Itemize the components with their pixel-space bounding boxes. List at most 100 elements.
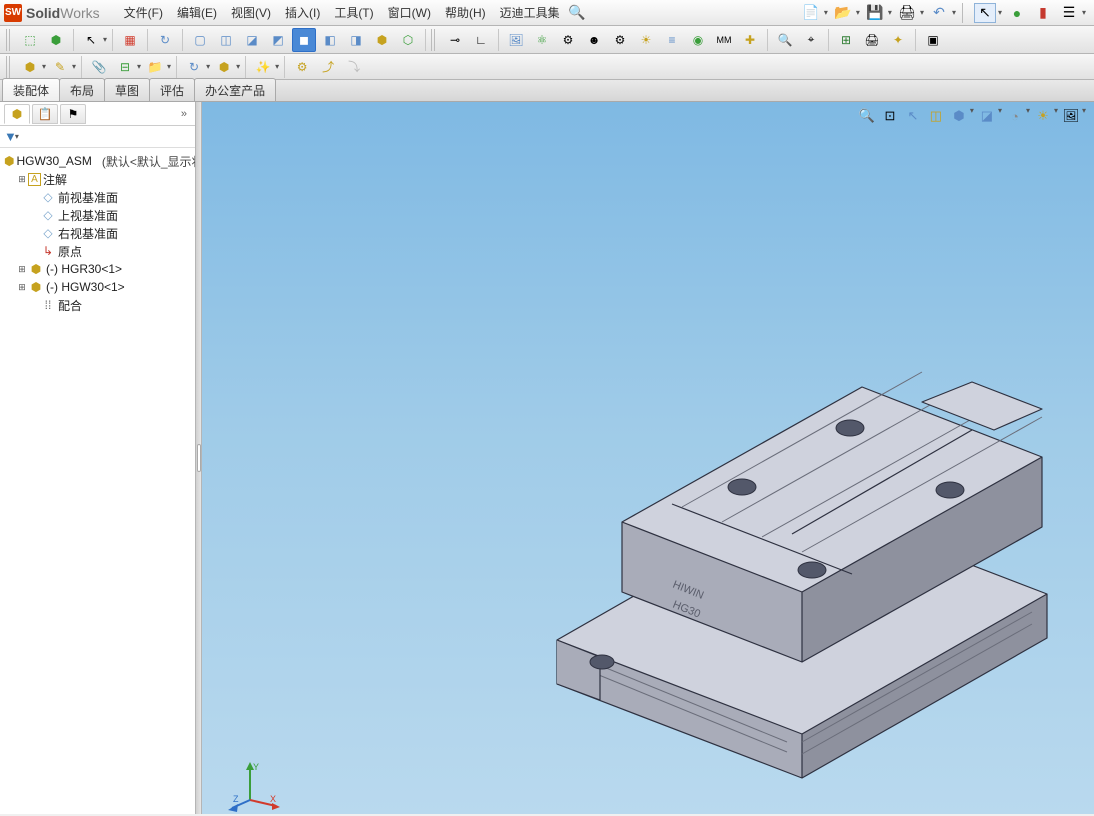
select-icon[interactable]: ↖: [974, 3, 996, 23]
menu-file[interactable]: 文件(F): [118, 1, 169, 24]
tree-right-plane[interactable]: ◇ 右视基准面: [2, 224, 193, 242]
title-bar: SW SolidWorks 文件(F) 编辑(E) 视图(V) 插入(I) 工具…: [0, 0, 1094, 26]
tb1-color-icon[interactable]: ⬡: [396, 28, 420, 52]
sidetab-config-icon[interactable]: ⚑: [60, 104, 86, 124]
tab-office[interactable]: 办公室产品: [194, 78, 276, 101]
svg-text:X: X: [270, 794, 276, 804]
menu-bar: 文件(F) 编辑(E) 视图(V) 插入(I) 工具(T) 窗口(W) 帮助(H…: [118, 1, 566, 24]
tb1-target-icon[interactable]: ⌖: [799, 28, 823, 52]
tb1-print2-icon[interactable]: 🖨: [860, 28, 884, 52]
tb1-mm-icon[interactable]: MM: [712, 28, 736, 52]
status-green-icon: ●: [1006, 3, 1028, 23]
tb1-star-icon[interactable]: ✦: [886, 28, 910, 52]
menu-maiditools[interactable]: 迈迪工具集: [494, 1, 566, 24]
tb1-stack-icon[interactable]: ≡: [660, 28, 684, 52]
tree-front-plane[interactable]: ◇ 前视基准面: [2, 188, 193, 206]
menu-view[interactable]: 视图(V): [225, 1, 277, 24]
orientation-triad[interactable]: Y X Z: [230, 760, 280, 810]
tb1-hidden-icon[interactable]: ◩: [266, 28, 290, 52]
grip2-icon[interactable]: [431, 29, 437, 51]
menu-tools[interactable]: 工具(T): [328, 1, 379, 24]
options-icon[interactable]: ☰: [1058, 3, 1080, 23]
tb1-zoom-icon[interactable]: 🔍: [773, 28, 797, 52]
separator-icon: [962, 3, 968, 23]
tab-evaluate[interactable]: 评估: [149, 78, 195, 101]
tb1-wireframe3-icon[interactable]: ◪: [240, 28, 264, 52]
tb1-wireframe1-icon[interactable]: ▢: [188, 28, 212, 52]
tree-top-plane[interactable]: ◇ 上视基准面: [2, 206, 193, 224]
feature-tree-panel: ⬢ 📋 ⚑ » ▼ ▾ ⬢ HGW30_ASM (默认<默认_显示状 ⊞A 注解…: [0, 102, 196, 814]
tb1-gears-icon[interactable]: ⚙: [556, 28, 580, 52]
tb1-orient-icon[interactable]: ⬚: [18, 28, 42, 52]
tb1-sun-icon[interactable]: ☀: [634, 28, 658, 52]
tab-sketch[interactable]: 草图: [104, 78, 150, 101]
tb1-plus-icon[interactable]: ✚: [738, 28, 762, 52]
tb1-rotate-icon[interactable]: ↻: [153, 28, 177, 52]
main-area: ⬢ 📋 ⚑ » ▼ ▾ ⬢ HGW30_ASM (默认<默认_显示状 ⊞A 注解…: [0, 102, 1094, 814]
tb1-section-icon[interactable]: ◨: [344, 28, 368, 52]
app-logo-icon: SW: [4, 4, 22, 22]
svg-text:Y: Y: [253, 762, 259, 772]
tb1-angle-icon[interactable]: ∟: [469, 28, 493, 52]
menu-help[interactable]: 帮助(H): [439, 1, 492, 24]
sidetab-featuretree-icon[interactable]: ⬢: [4, 104, 30, 124]
collapse-panel-icon[interactable]: »: [181, 108, 191, 120]
toolbar-2: ⬢▾ ✎▾ 📎 ⊟▾ 📁▾ ↻▾ ⬢▾ ✨▾ ⚙ ⤴ ⤵: [0, 54, 1094, 80]
open-icon[interactable]: 📂: [832, 3, 854, 23]
tb1-cursor-icon[interactable]: ↖: [79, 28, 103, 52]
tb2-clip-icon[interactable]: 📎: [87, 55, 111, 79]
tb1-graph-icon[interactable]: ⚛: [530, 28, 554, 52]
new-icon[interactable]: 📄: [800, 3, 822, 23]
title-quickaccess: 📄▾ 📂▾ 💾▾ 🖨▾ ↶▾ ↖▾ ● ▮ ☰▾: [800, 3, 1094, 23]
tb1-cube-icon[interactable]: ⬢: [44, 28, 68, 52]
tb1-picture-icon[interactable]: 🖼: [504, 28, 528, 52]
tb1-gear2-icon[interactable]: ⚙: [608, 28, 632, 52]
tb2-gear-icon[interactable]: ⚙: [290, 55, 314, 79]
tree-root[interactable]: ⬢ HGW30_ASM (默认<默认_显示状: [2, 152, 193, 170]
tree-mates[interactable]: ⁞⁞ 配合: [2, 296, 193, 314]
tb2-tree1-icon[interactable]: ⊟: [113, 55, 137, 79]
tab-layout[interactable]: 布局: [59, 78, 105, 101]
tree-filter-bar: ▼ ▾: [0, 126, 195, 148]
doc-tabs: 装配体 布局 草图 评估 办公室产品: [0, 80, 1094, 102]
viewport-3d[interactable]: 🔍 ⊡ ↖ ◫ ⬢▾ ◪▾ ◔▾ ☀▾ 🖼▾: [202, 102, 1094, 814]
tb2-edit-icon[interactable]: ✎: [48, 55, 72, 79]
tb1-faceicon[interactable]: ☻: [582, 28, 606, 52]
tb1-grid-icon[interactable]: ▦: [118, 28, 142, 52]
tb1-green-dot-icon[interactable]: ◉: [686, 28, 710, 52]
tb2-folder-icon[interactable]: 📁: [143, 55, 167, 79]
app-name: SolidWorks: [26, 5, 100, 21]
tb1-key-icon[interactable]: ⊸: [443, 28, 467, 52]
tb2-disabled-icon: ⤵: [342, 55, 366, 79]
tb1-shaded-icon[interactable]: ◼: [292, 28, 316, 52]
toolbar-1: ⬚ ⬢ ↖▾ ▦ ↻ ▢ ◫ ◪ ◩ ◼ ◧ ◨ ⬢ ⬡ ⊸ ∟ 🖼 ⚛ ⚙ ☻…: [0, 26, 1094, 54]
menu-insert[interactable]: 插入(I): [279, 1, 326, 24]
side-tab-strip: ⬢ 📋 ⚑ »: [0, 102, 195, 126]
tab-assembly[interactable]: 装配体: [2, 78, 60, 101]
grip3-icon[interactable]: [6, 56, 12, 78]
search-icon[interactable]: 🔍: [566, 3, 588, 23]
menu-window[interactable]: 窗口(W): [382, 1, 437, 24]
model-view: HIWIN HG30: [202, 102, 1094, 814]
sidetab-propmgr-icon[interactable]: 📋: [32, 104, 58, 124]
tb1-shadededge-icon[interactable]: ◧: [318, 28, 342, 52]
tb1-misc-icon[interactable]: ▣: [921, 28, 945, 52]
tb2-rotate-icon[interactable]: ↻: [182, 55, 206, 79]
tb2-mate-icon[interactable]: ⬢: [18, 55, 42, 79]
tb2-wand-icon[interactable]: ✨: [251, 55, 275, 79]
tree-annotations[interactable]: ⊞A 注解: [2, 170, 193, 188]
menu-edit[interactable]: 编辑(E): [171, 1, 223, 24]
tree-origin[interactable]: ↳ 原点: [2, 242, 193, 260]
feature-tree: ⬢ HGW30_ASM (默认<默认_显示状 ⊞A 注解 ◇ 前视基准面 ◇ 上…: [0, 148, 195, 814]
tb2-export-icon[interactable]: ⤴: [316, 55, 340, 79]
save-icon[interactable]: 💾: [864, 3, 886, 23]
tb2-assem-icon[interactable]: ⬢: [212, 55, 236, 79]
grip-icon[interactable]: [6, 29, 12, 51]
tb1-wireframe2-icon[interactable]: ◫: [214, 28, 238, 52]
tb1-part-icon[interactable]: ⬢: [370, 28, 394, 52]
print-icon[interactable]: 🖨: [896, 3, 918, 23]
tree-part-hgw30[interactable]: ⊞⬢ (-) HGW30<1>: [2, 278, 193, 296]
tree-part-hgr30[interactable]: ⊞⬢ (-) HGR30<1>: [2, 260, 193, 278]
undo-icon[interactable]: ↶: [928, 3, 950, 23]
tb1-excel-icon[interactable]: ⊞: [834, 28, 858, 52]
